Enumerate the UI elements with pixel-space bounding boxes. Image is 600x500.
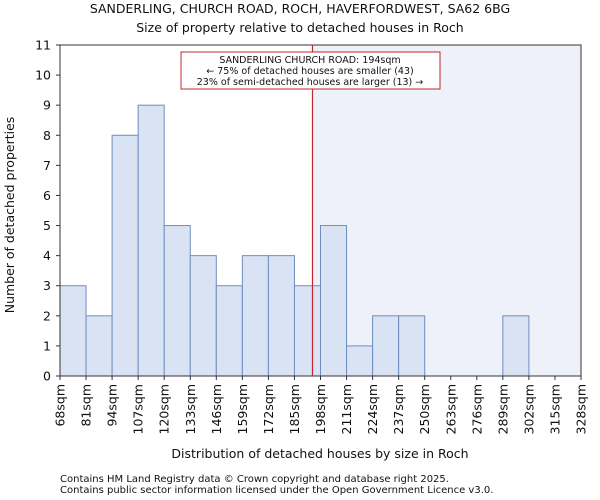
y-tick-label: 6 [43, 188, 51, 203]
plot-frame [59, 44, 582, 377]
y-tick-label: 7 [43, 158, 51, 173]
x-tick-label: 263sqm [443, 384, 458, 434]
chart-title: SANDERLING, CHURCH ROAD, ROCH, HAVERFORD… [90, 1, 510, 16]
bar-289sqm [502, 315, 530, 377]
bar-133sqm [189, 255, 217, 377]
x-tick-label: 94sqm [105, 384, 120, 427]
bar-198sqm [320, 225, 348, 377]
bar-81sqm [85, 315, 113, 377]
bar-94sqm [111, 134, 139, 377]
bar-224sqm [372, 315, 400, 377]
x-axis-label: Distribution of detached houses by size … [171, 446, 468, 461]
x-tick-label: 159sqm [235, 384, 250, 434]
y-tick-label: 10 [35, 68, 51, 83]
x-tick-label: 185sqm [287, 384, 302, 434]
x-tick-label: 276sqm [469, 384, 484, 434]
y-ticks-group: 0 1 2 3 4 5 6 7 8 9 10 11 [35, 38, 60, 384]
larger-region-shade [312, 45, 581, 376]
annotation-line-2: ← 75% of detached houses are smaller (43… [206, 66, 413, 77]
annotation-line-1: SANDERLING CHURCH ROAD: 194sqm [219, 55, 400, 66]
x-tick-label: 107sqm [131, 384, 146, 434]
y-tick-label: 5 [43, 218, 51, 233]
bar-185sqm [293, 285, 322, 377]
annotation-box [180, 51, 441, 90]
bar-68sqm [59, 285, 87, 377]
x-tick-label: 237sqm [391, 384, 406, 434]
y-tick-label: 0 [43, 369, 51, 384]
footer-line-2: Contains public sector information licen… [60, 485, 493, 496]
x-tick-label: 120sqm [157, 384, 172, 434]
x-tick-label: 328sqm [574, 384, 589, 434]
bar-120sqm [163, 225, 191, 377]
x-tick-label: 224sqm [365, 384, 380, 434]
bar-146sqm [215, 285, 243, 377]
x-tick-label: 302sqm [521, 384, 536, 434]
bars-group [59, 104, 530, 377]
x-tick-label: 146sqm [209, 384, 224, 434]
x-tick-label: 198sqm [313, 384, 328, 434]
y-tick-label: 1 [43, 338, 51, 353]
x-tick-label: 250sqm [417, 384, 432, 434]
bar-107sqm [137, 104, 165, 377]
x-ticks-group: 68sqm 81sqm 94sqm 107sqm 120sqm 133sqm 146sqm 1… [53, 376, 589, 434]
x-tick-label: 211sqm [339, 384, 354, 434]
bar-172sqm [267, 255, 295, 377]
x-tick-label: 315sqm [547, 384, 562, 434]
y-tick-label: 4 [43, 248, 51, 263]
annotation-line-3: 23% of semi-detached houses are larger (… [197, 77, 424, 88]
x-tick-label: 289sqm [495, 384, 510, 434]
y-tick-label: 8 [43, 128, 51, 143]
y-tick-label: 11 [35, 38, 51, 53]
x-tick-label: 68sqm [53, 384, 68, 427]
footer-line-1: Contains HM Land Registry data © Crown c… [60, 474, 449, 485]
y-tick-label: 3 [43, 278, 51, 293]
y-tick-label: 9 [43, 98, 51, 113]
x-tick-label: 133sqm [183, 384, 198, 434]
bar-237sqm [398, 315, 426, 377]
chart-subtitle: Size of property relative to detached ho… [136, 20, 463, 35]
y-axis-label: Number of detached properties [2, 117, 17, 314]
bar-159sqm [241, 255, 269, 377]
y-tick-label: 2 [43, 308, 51, 323]
x-tick-label: 81sqm [79, 384, 94, 427]
bar-211sqm [346, 345, 374, 377]
x-tick-label: 172sqm [261, 384, 276, 434]
